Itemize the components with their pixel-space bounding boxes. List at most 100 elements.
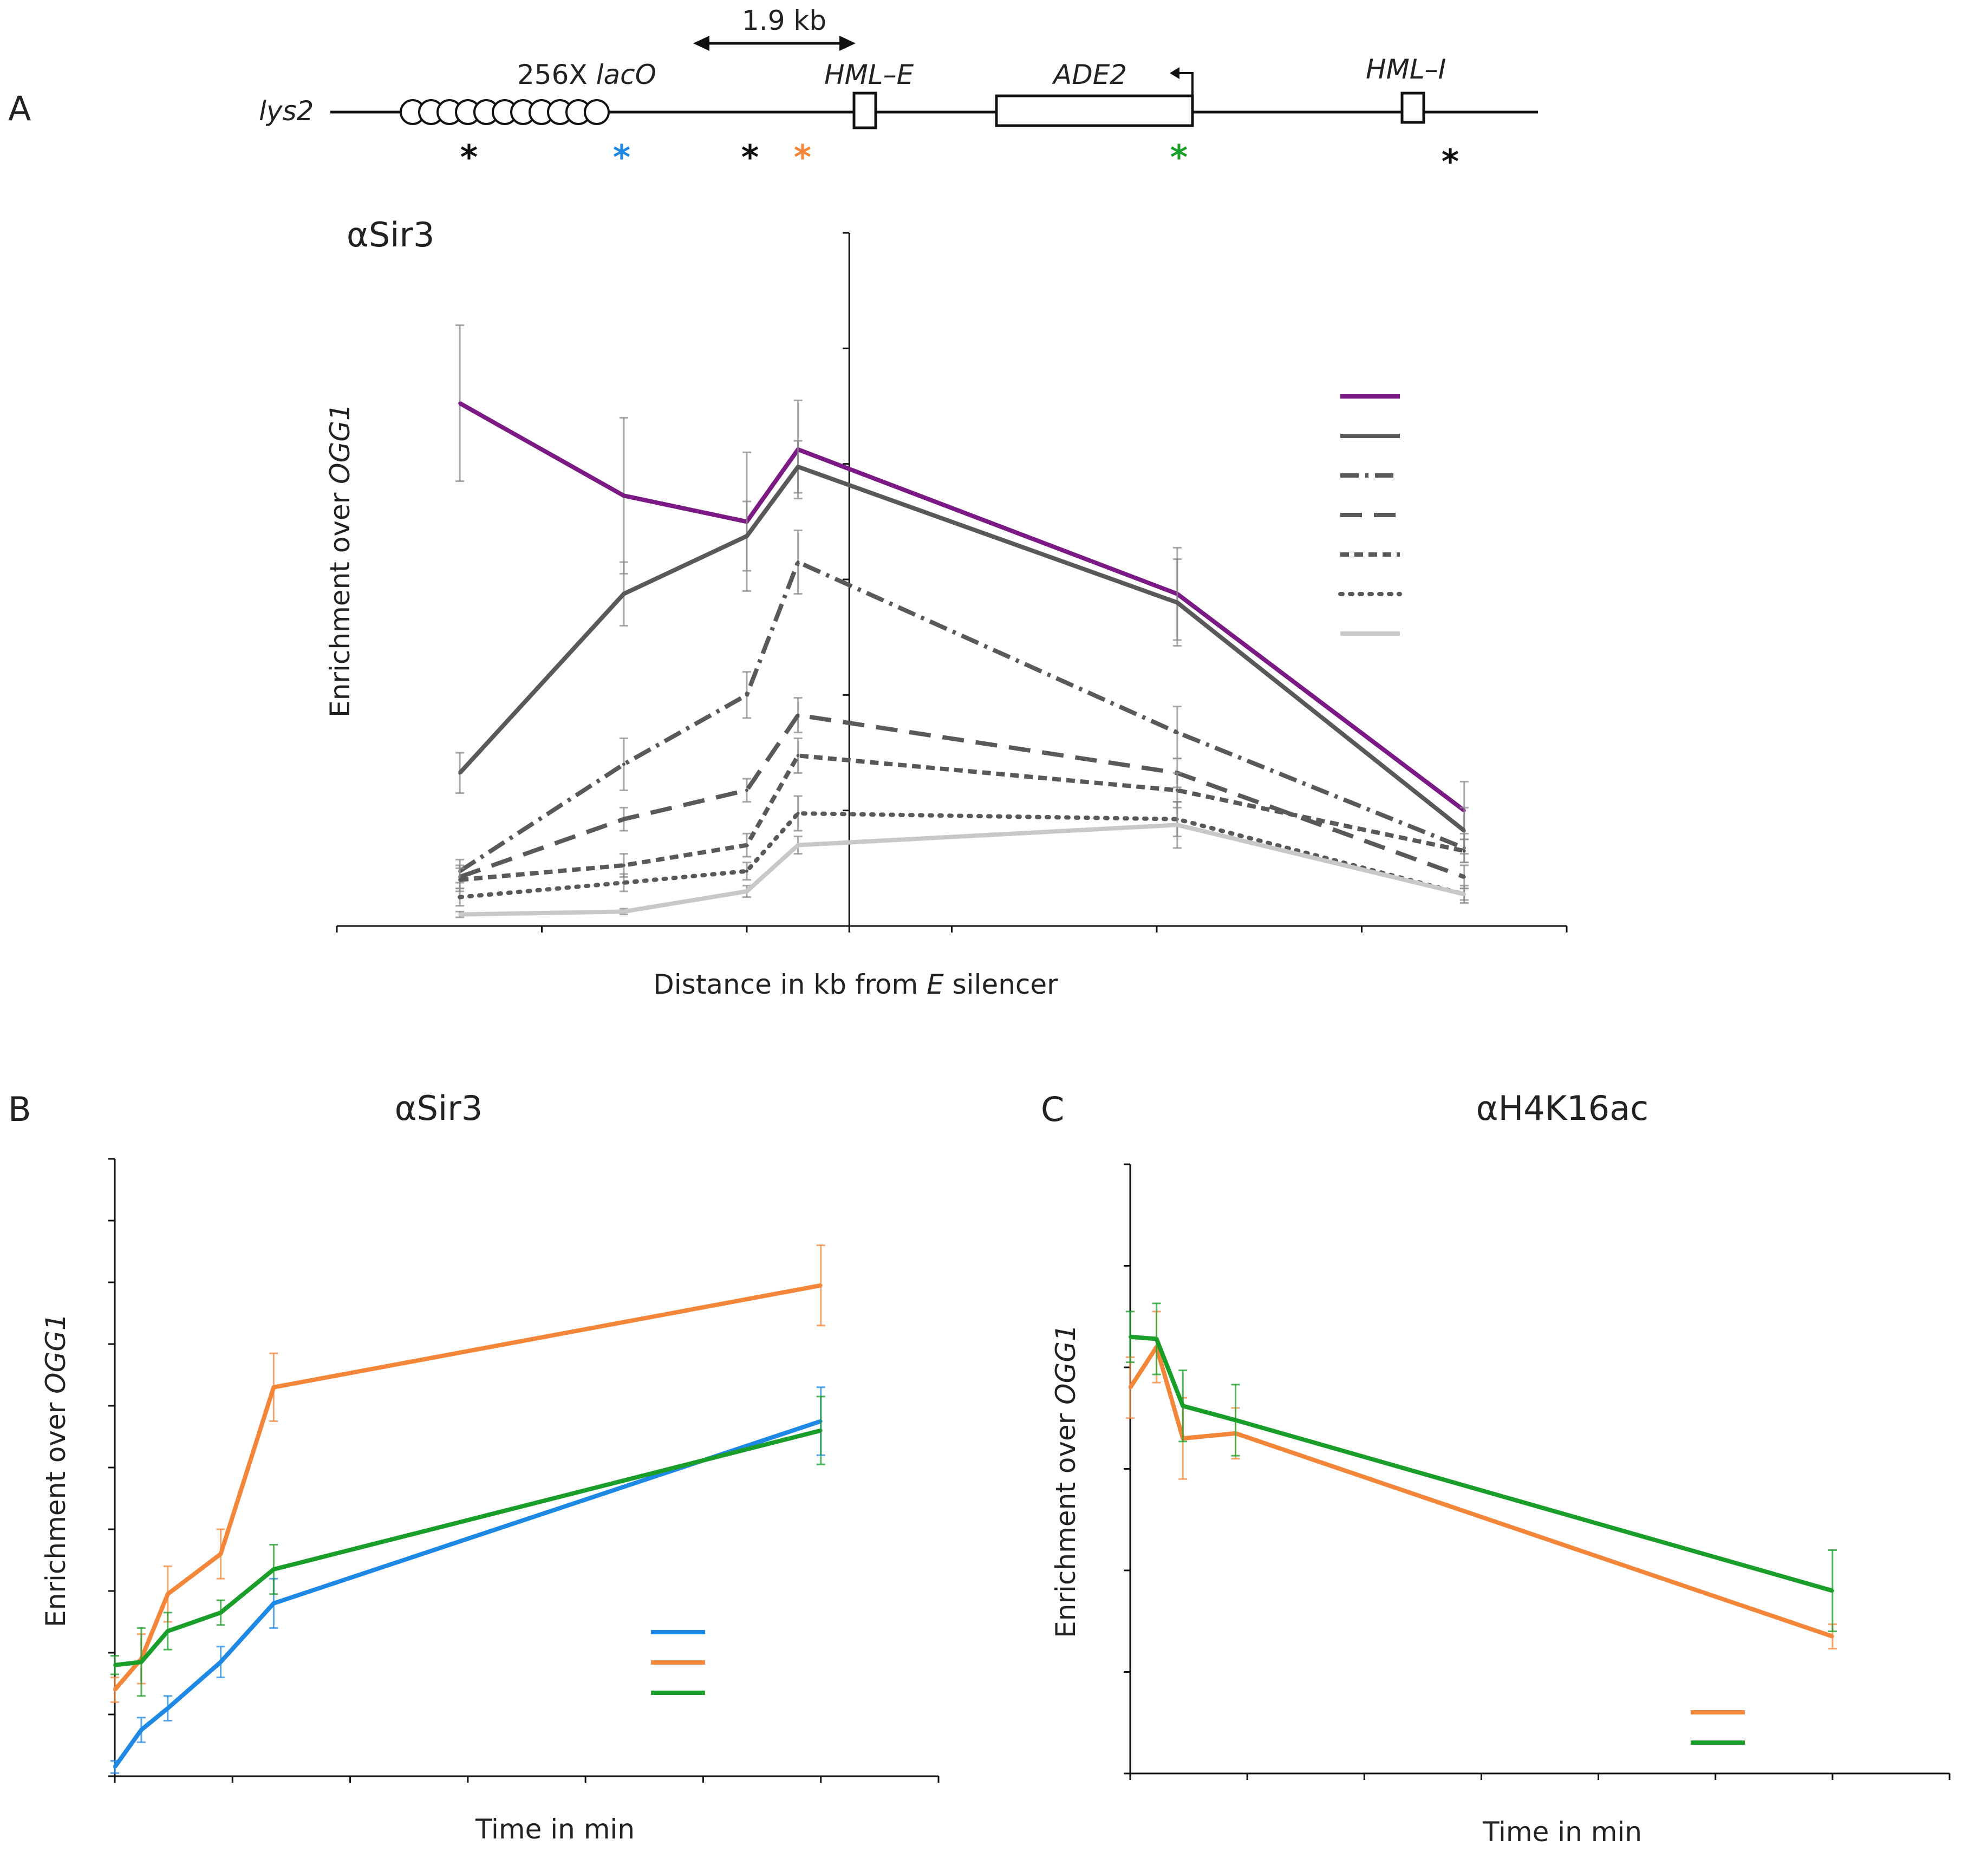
- data-point: [1175, 601, 1179, 604]
- laco-array: [400, 99, 610, 125]
- probe-6: *: [1442, 142, 1459, 181]
- series-wt-ind-270-min: [455, 529, 1469, 884]
- data-point: [272, 1568, 276, 1571]
- panel-letter-c: C: [1041, 1090, 1064, 1129]
- data-point: [796, 465, 800, 468]
- hmle-label: HML–E: [824, 59, 914, 90]
- data-point: [1181, 1404, 1185, 1408]
- scale-label: 1.9 kb: [742, 5, 826, 36]
- data-point: [622, 910, 625, 914]
- probe-2: *: [613, 138, 630, 177]
- data-point: [458, 771, 462, 775]
- data-point: [219, 1660, 223, 1664]
- data-point: [139, 1728, 143, 1732]
- promoter-arrow-icon: [1175, 72, 1194, 96]
- series-wt-const: [455, 324, 1469, 840]
- data-point: [1462, 849, 1466, 853]
- ade2-label: ADE2: [1052, 59, 1127, 90]
- data-point: [1175, 823, 1179, 827]
- data-point: [819, 1283, 823, 1287]
- series-wt-ind-at-p4: [110, 1244, 825, 1703]
- chart-b-title: αSir3: [395, 1088, 483, 1128]
- probe-star-icon: *: [741, 138, 759, 177]
- chart-b: B αSir3 Time in min Enrichment over OGG1: [8, 1088, 940, 1845]
- data-point: [796, 812, 800, 815]
- data-point: [622, 817, 625, 821]
- data-point: [745, 534, 748, 538]
- series-wt-ind-at-p5: [1126, 1302, 1837, 1632]
- chart-c-ylabel: Enrichment over OGG1: [1050, 1324, 1081, 1638]
- lys2-label: lys2: [259, 95, 314, 127]
- chart-c-axes: [1124, 1163, 1951, 1780]
- data-point: [272, 1601, 276, 1605]
- data-point: [1462, 875, 1466, 879]
- data-point: [796, 560, 800, 564]
- series-line: [459, 753, 1465, 882]
- data-point: [745, 693, 748, 697]
- hmli-label: HML–I: [1366, 54, 1446, 85]
- chart-a-legend: [1338, 394, 1402, 636]
- data-point: [745, 869, 748, 873]
- data-point: [1462, 829, 1466, 832]
- data-point: [1175, 788, 1179, 792]
- data-point: [113, 1688, 116, 1692]
- data-point: [622, 881, 625, 884]
- series-wt-ind-at-p2: [110, 1386, 825, 1774]
- laco-circle: [584, 99, 610, 125]
- data-point: [796, 713, 800, 717]
- chart-c: C αH4K16ac Time in min Enrichment over O…: [1041, 1088, 1951, 1848]
- probe-1: *: [460, 138, 478, 177]
- series-wt-ind-at-p4: [1126, 1310, 1837, 1649]
- data-point: [1830, 1589, 1834, 1593]
- data-point: [166, 1706, 170, 1710]
- series-line: [458, 560, 1465, 873]
- probe-star-icon: *: [1170, 138, 1188, 177]
- probe-star-icon: *: [460, 138, 478, 177]
- data-point: [1234, 1418, 1237, 1422]
- data-point: [113, 1765, 116, 1769]
- data-point: [219, 1610, 223, 1614]
- probe-3: *: [741, 138, 759, 177]
- data-point: [458, 878, 462, 882]
- probe-markers: * * * * * *: [460, 138, 1459, 181]
- data-point: [819, 1429, 823, 1432]
- chart-b-legend: [651, 1630, 705, 1695]
- chart-c-xlabel: Time in min: [1482, 1816, 1642, 1848]
- chart-c-legend: [1691, 1710, 1745, 1745]
- chart-a-xlabel: Distance in kb from E silencer: [653, 969, 1058, 1000]
- data-point: [166, 1629, 170, 1633]
- data-point: [139, 1660, 143, 1664]
- series-line: [458, 465, 1466, 833]
- probe-5: *: [1170, 138, 1188, 177]
- hmle-box: [852, 92, 877, 129]
- data-point: [458, 895, 462, 899]
- data-point: [622, 864, 625, 867]
- data-point: [745, 843, 748, 847]
- series-wt-ind-45-min: [455, 795, 1469, 907]
- scale-arrow-left-icon: [693, 36, 709, 51]
- data-point: [219, 1552, 223, 1556]
- chart-a: αSir3 Distance in kb from E silencer Enr…: [324, 215, 1568, 1000]
- data-point: [458, 912, 462, 916]
- chart-a-axes: [336, 232, 1568, 932]
- chart-b-xlabel: Time in min: [475, 1814, 635, 1845]
- data-point: [796, 754, 800, 758]
- data-point: [1129, 1386, 1132, 1390]
- series-line: [458, 811, 1466, 899]
- data-point: [1129, 1335, 1132, 1339]
- series-wt-ind-90-min: [455, 737, 1469, 892]
- series-line: [459, 401, 1466, 812]
- series-line: [114, 1428, 822, 1667]
- ade2-box: [995, 94, 1194, 127]
- probe-star-icon: *: [794, 138, 811, 177]
- promoter-arrowhead-icon: [1170, 67, 1179, 79]
- data-point: [166, 1592, 170, 1596]
- data-point: [622, 762, 625, 766]
- data-point: [745, 890, 748, 893]
- data-point: [1830, 1634, 1834, 1638]
- data-point: [796, 843, 800, 847]
- data-point: [1155, 1337, 1158, 1341]
- data-point: [622, 592, 625, 596]
- chart-c-title: αH4K16ac: [1476, 1088, 1649, 1128]
- chart-b-ylabel: Enrichment over OGG1: [40, 1313, 71, 1627]
